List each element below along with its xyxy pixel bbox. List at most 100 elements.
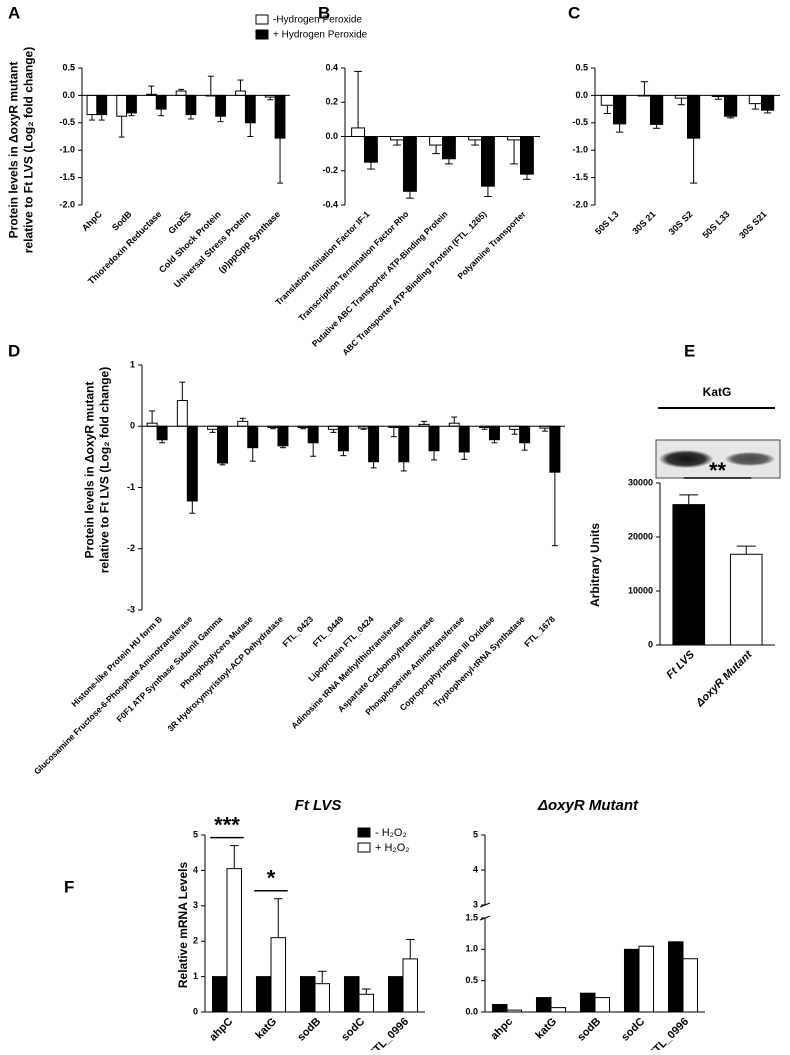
panel-label: C	[568, 3, 580, 22]
y-tick-label: 0.4	[325, 62, 338, 72]
significance-label: **	[709, 458, 727, 483]
y-tick-label: 30000	[628, 477, 653, 487]
x-tick-label: GroES	[166, 209, 193, 236]
bar	[520, 136, 534, 175]
legend-label: - H₂O₂	[375, 827, 407, 839]
bar	[442, 136, 456, 160]
bar	[358, 993, 375, 1013]
y-tick-label: 1.0	[465, 944, 478, 954]
x-tick-label: ahpc	[489, 1016, 516, 1043]
y-tick-label: -0.2	[322, 165, 338, 175]
x-tick-label: katG	[533, 1016, 559, 1042]
bar	[155, 94, 167, 110]
bar	[594, 997, 611, 1013]
bar	[247, 425, 259, 449]
bar	[403, 136, 417, 192]
bar	[398, 425, 410, 463]
bar	[299, 976, 316, 1013]
y-tick-label: -0.5	[59, 117, 75, 127]
bar	[364, 136, 378, 163]
bar	[211, 976, 228, 1013]
x-tick-label: sodC	[339, 1016, 367, 1044]
y-tick-label: 0.0	[465, 1006, 478, 1016]
y-axis-label: Arbitrary Units	[588, 523, 602, 607]
y-tick-label: 3	[193, 900, 198, 910]
bar	[550, 1007, 567, 1013]
bar	[217, 425, 229, 464]
bar	[390, 136, 405, 141]
bar	[535, 997, 552, 1013]
bar	[682, 958, 699, 1013]
x-tick-label: Polyamine Transporter	[455, 208, 528, 281]
bar	[650, 94, 664, 125]
bar	[729, 553, 763, 646]
legend-swatch	[255, 29, 269, 40]
y-tick-label: -2.0	[59, 199, 75, 209]
legend-swatch	[255, 14, 269, 25]
y-axis-label: Protein levels in ΔoxyR mutant	[83, 382, 97, 559]
x-tick-label: sodC	[619, 1016, 647, 1044]
x-tick-label: Putative ABC Transporter ATP-Binding Pro…	[310, 209, 450, 349]
x-tick-label: FTL_0996	[647, 1016, 691, 1050]
x-tick-label: sodB	[295, 1016, 323, 1044]
bar	[215, 94, 227, 117]
x-tick-label: 30S S21	[737, 209, 768, 240]
y-tick-label: 10000	[628, 585, 653, 595]
legend-label: -Hydrogen Peroxide	[273, 15, 362, 26]
x-tick-label: 50S L3	[593, 209, 621, 237]
y-tick-label: 1	[130, 359, 135, 369]
y-tick-label: 5	[193, 829, 198, 839]
legend-label: + H₂O₂	[375, 842, 410, 854]
significance-label: *	[267, 866, 276, 891]
y-tick-label: -1.5	[572, 172, 588, 182]
legend-swatch	[357, 842, 371, 853]
bar	[687, 94, 701, 139]
x-tick-label: sodB	[575, 1016, 603, 1044]
y-tick-label: 0	[193, 1006, 198, 1016]
y-tick-label: -2.0	[572, 199, 588, 209]
y-tick-label: 0.2	[325, 97, 338, 107]
x-tick-label: FTL_1678	[522, 614, 557, 649]
y-tick-label: 0.0	[62, 90, 75, 100]
x-tick-label: 30S 21	[630, 209, 657, 236]
y-tick-label: 0.0	[575, 90, 588, 100]
blot-label: KatG	[703, 385, 732, 399]
bar	[185, 94, 197, 116]
y-axis-label: relative to Ft LVS (Log₂ fold change)	[98, 367, 112, 573]
bar	[468, 136, 483, 141]
x-tick-label: katG	[253, 1016, 279, 1042]
x-tick-label: FTL_0996	[367, 1016, 411, 1050]
bar	[429, 136, 444, 146]
panel-label: F	[64, 877, 74, 896]
y-tick-label: 3	[473, 899, 478, 909]
x-tick-label: ahpC	[207, 1016, 235, 1044]
panel-label: A	[8, 3, 20, 22]
x-tick-label: SodB	[110, 209, 134, 233]
bar	[96, 94, 108, 116]
panel-label: B	[318, 3, 330, 22]
bar	[175, 90, 187, 96]
panel-label: E	[684, 341, 695, 360]
bar	[481, 136, 495, 187]
y-tick-label: -1.5	[59, 172, 75, 182]
legend-swatch	[357, 827, 371, 838]
x-tick-label: AhpC	[80, 209, 104, 233]
y-tick-label: 0.5	[62, 62, 75, 72]
bar	[186, 425, 198, 502]
bar	[351, 127, 366, 137]
bar	[307, 425, 319, 444]
x-tick-label: Glucosamine Fructose-6-Phosphate Aminotr…	[32, 614, 195, 777]
bar	[244, 94, 256, 124]
chart-title: Ft LVS	[295, 797, 342, 814]
bar	[270, 937, 287, 1013]
x-tick-label: Adinosine tRNA Methylthiotransferase	[289, 614, 406, 731]
y-tick-label: 0.0	[325, 131, 338, 141]
y-tick-label: -1	[127, 482, 135, 492]
chart-title: ΔoxyR Mutant	[537, 797, 639, 814]
bar	[116, 94, 128, 117]
y-tick-label: 0.5	[465, 975, 478, 985]
x-tick-label: ABC Transporter ATP-Binding Protein (FTL…	[340, 209, 488, 357]
y-tick-label: -3	[127, 604, 135, 614]
bar	[748, 94, 762, 105]
